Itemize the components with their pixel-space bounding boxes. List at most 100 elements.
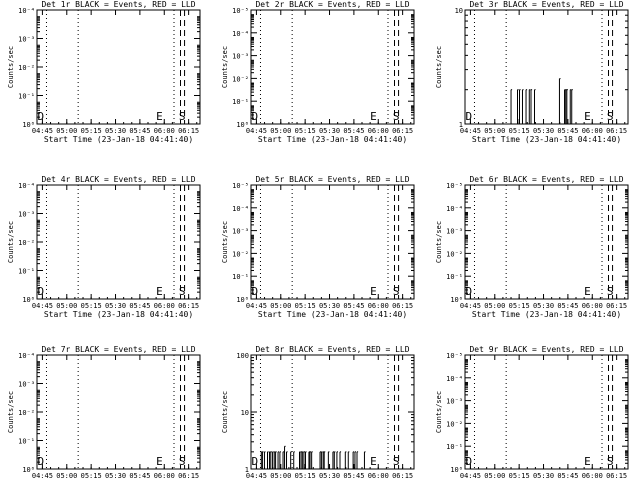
x-tick-label: 05:15: [509, 127, 530, 135]
x-tick-label: 05:45: [129, 127, 150, 135]
x-tick-label: 05:00: [484, 302, 505, 310]
x-tick-label: 05:15: [509, 302, 530, 310]
y-tick-label: 10⁻³: [18, 36, 35, 44]
annotation-e: E: [156, 285, 163, 298]
panel-title: Det 1r BLACK = Events, RED = LLD: [41, 0, 195, 9]
x-tick-label: 06:15: [392, 472, 413, 480]
y-tick-label: 10⁻⁴: [232, 30, 249, 38]
x-tick-label: 06:00: [368, 472, 389, 480]
y-tick-label: 10⁻²: [18, 239, 35, 247]
x-tick-label: 04:45: [32, 472, 53, 480]
y-tick-label: 10⁻⁴: [446, 375, 463, 383]
annotation-d: D: [37, 285, 44, 298]
y-axis-label: Counts/sec: [7, 221, 15, 263]
x-tick-label: 05:00: [56, 127, 77, 135]
y-tick-label: 10⁻³: [446, 228, 463, 236]
x-tick-label: 06:00: [154, 472, 175, 480]
x-tick-label: 06:15: [392, 127, 413, 135]
x-tick-label: 05:00: [56, 472, 77, 480]
y-tick-label: 10⁻²: [232, 250, 249, 258]
x-tick-label: 05:15: [295, 472, 316, 480]
x-tick-label: 06:00: [582, 127, 603, 135]
plot-frame: [36, 184, 201, 300]
y-axis-label: Counts/sec: [7, 46, 15, 88]
x-tick-label: 05:45: [343, 127, 364, 135]
x-tick-label: 05:00: [270, 302, 291, 310]
panel-det-3: Det 3r BLACK = Events, RED = LLD D E S 1 10 04…: [435, 0, 629, 144]
x-tick-label: 05:45: [129, 472, 150, 480]
annotation-s: S: [179, 285, 186, 298]
x-tick-label: 05:30: [319, 127, 340, 135]
x-tick-label: 05:15: [81, 472, 102, 480]
x-tick-label: 05:30: [105, 472, 126, 480]
plot-frame: [464, 184, 629, 300]
x-tick-label: 04:45: [32, 302, 53, 310]
y-tick-label: 10⁻⁴: [18, 7, 35, 15]
x-tick-label: 06:15: [392, 302, 413, 310]
y-tick-label: 10⁻⁴: [18, 352, 35, 360]
y-tick-label: 10⁰: [236, 121, 249, 129]
annotation-s: S: [607, 110, 614, 123]
x-axis-label: Start Time (23-Jan-18 04:41:40): [258, 310, 407, 319]
y-axis-label: Counts/sec: [221, 46, 229, 88]
panel-det-2: Det 2r BLACK = Events, RED = LLD D E S 10⁰ 10…: [221, 0, 415, 144]
y-tick-label: 10⁻³: [232, 53, 249, 61]
x-tick-label: 06:00: [368, 302, 389, 310]
y-tick-label: 10⁻³: [232, 228, 249, 236]
plot-frame: [250, 184, 415, 300]
annotation-s: S: [607, 285, 614, 298]
annotation-e: E: [370, 285, 377, 298]
panel-det-8: Det 8r BLACK = Events, RED = LLD D E S 1 10 10…: [221, 345, 415, 480]
plot-frame: [250, 9, 415, 125]
panel-det-9: Det 9r BLACK = Events, RED = LLD D E S 10⁰ 10…: [435, 345, 629, 480]
plot-frame: [464, 9, 629, 125]
x-axis-label: Start Time (23-Jan-18 04:41:40): [472, 135, 621, 144]
x-tick-label: 05:45: [557, 472, 578, 480]
panel-title: Det 6r BLACK = Events, RED = LLD: [469, 175, 623, 184]
x-axis-label: Start Time (23-Jan-18 04:41:40): [44, 135, 193, 144]
plot-frame: [36, 354, 201, 470]
y-tick-label: 10⁻¹: [18, 438, 35, 446]
y-tick-label: 10⁰: [236, 296, 249, 304]
x-tick-label: 05:30: [319, 472, 340, 480]
annotation-s: S: [393, 455, 400, 468]
y-axis-label: Counts/sec: [7, 391, 15, 433]
panel-det-1: Det 1r BLACK = Events, RED = LLD D E S 10⁰ 10…: [7, 0, 201, 144]
x-tick-label: 04:45: [460, 302, 481, 310]
x-tick-label: 06:00: [368, 127, 389, 135]
y-tick-label: 10: [241, 409, 249, 417]
y-tick-label: 10⁻⁵: [446, 352, 463, 360]
x-tick-label: 05:15: [81, 302, 102, 310]
x-tick-label: 04:45: [32, 127, 53, 135]
y-tick-label: 10⁻⁵: [446, 182, 463, 190]
annotation-d: D: [251, 285, 258, 298]
annotation-e: E: [156, 110, 163, 123]
x-tick-label: 05:30: [533, 127, 554, 135]
x-tick-label: 06:00: [154, 127, 175, 135]
series-events: [510, 78, 573, 124]
x-tick-label: 06:15: [178, 472, 199, 480]
y-axis-label: Counts/sec: [435, 46, 443, 88]
x-tick-label: 05:45: [129, 302, 150, 310]
y-tick-label: 10⁻⁴: [446, 205, 463, 213]
annotation-s: S: [607, 455, 614, 468]
x-tick-label: 05:30: [533, 302, 554, 310]
y-tick-label: 10⁻⁵: [232, 182, 249, 190]
plot-frame: [36, 9, 201, 125]
x-tick-label: 05:00: [270, 472, 291, 480]
x-tick-label: 05:00: [484, 127, 505, 135]
y-tick-label: 100: [236, 352, 249, 360]
annotation-e: E: [584, 110, 591, 123]
y-tick-label: 10⁻²: [446, 420, 463, 428]
x-tick-label: 06:15: [178, 127, 199, 135]
annotation-d: D: [251, 455, 258, 468]
annotation-d: D: [465, 110, 472, 123]
annotation-s: S: [393, 285, 400, 298]
y-tick-label: 10⁻⁵: [232, 7, 249, 15]
y-tick-label: 10⁻¹: [232, 273, 249, 281]
x-tick-label: 05:00: [56, 302, 77, 310]
y-tick-label: 10⁻¹: [232, 98, 249, 106]
x-axis-label: Start Time (23-Jan-18 04:41:40): [44, 310, 193, 319]
y-tick-label: 10⁻²: [446, 250, 463, 258]
y-tick-label: 10⁻³: [446, 398, 463, 406]
